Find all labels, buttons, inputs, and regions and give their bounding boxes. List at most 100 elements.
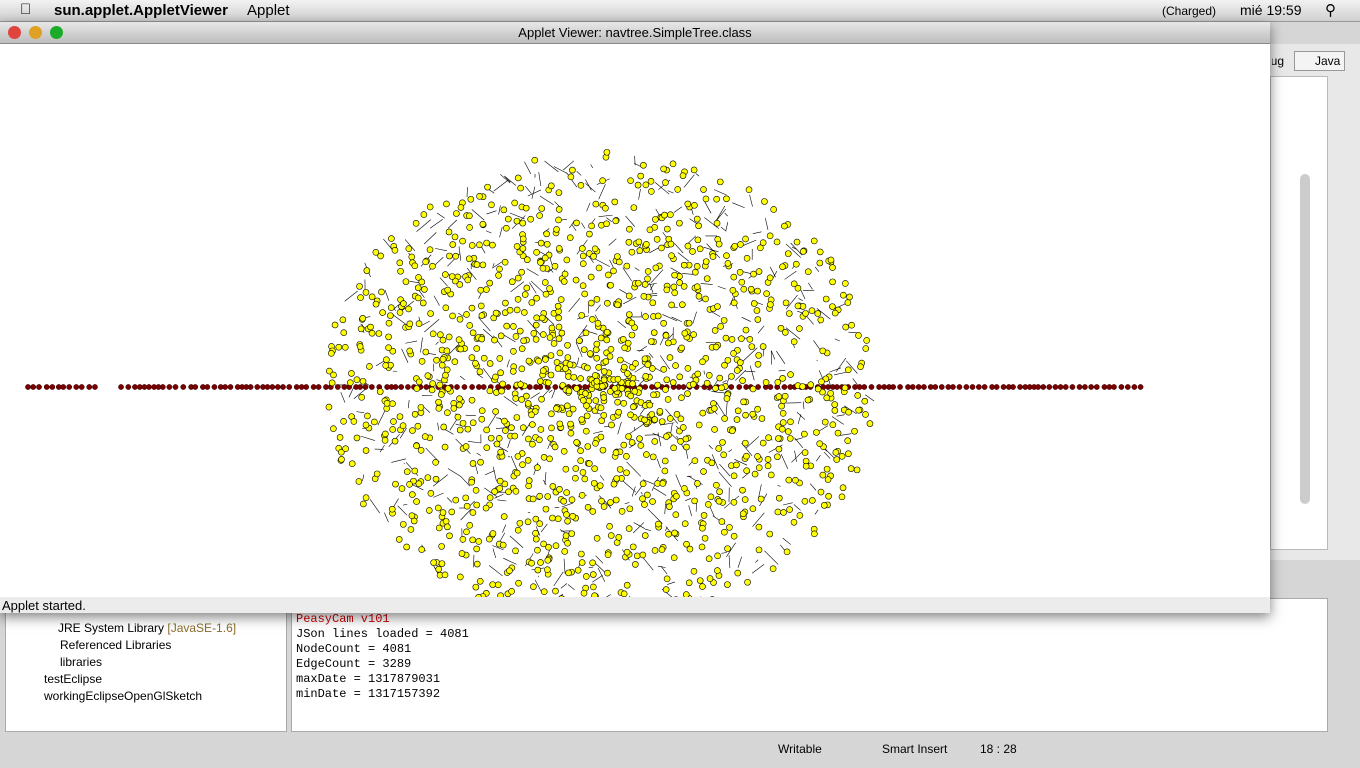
node <box>514 526 522 534</box>
node <box>572 276 580 284</box>
node <box>560 497 568 505</box>
node <box>591 372 599 379</box>
node <box>677 415 685 423</box>
node <box>578 492 586 499</box>
node <box>555 206 563 213</box>
node <box>604 299 611 307</box>
node <box>408 253 416 261</box>
node <box>560 278 568 285</box>
node <box>747 285 755 293</box>
edge <box>752 231 762 234</box>
clock[interactable]: mié 19:59 <box>1240 2 1302 18</box>
node <box>566 361 574 368</box>
node <box>327 350 335 357</box>
battery-status[interactable]: (Charged) <box>1162 4 1217 18</box>
perspective-debug[interactable]: bug <box>1264 54 1285 68</box>
zoom-button[interactable] <box>50 26 63 39</box>
app-menu[interactable]: sun.applet.AppletViewer <box>54 2 228 19</box>
node <box>473 560 481 568</box>
node <box>754 453 761 460</box>
spotlight[interactable]: ⚲ <box>1325 2 1336 19</box>
console-line: minDate = 1317157392 <box>296 687 441 701</box>
node <box>452 277 459 285</box>
edge <box>752 512 765 527</box>
node <box>607 499 614 506</box>
node <box>348 370 355 377</box>
node-red <box>398 384 405 390</box>
node-red <box>1046 384 1053 390</box>
edge <box>597 567 606 582</box>
node <box>510 348 517 355</box>
node <box>379 309 386 316</box>
node <box>353 434 361 442</box>
edge <box>664 503 666 515</box>
node <box>363 267 371 274</box>
node-red <box>680 384 687 390</box>
node <box>804 268 812 276</box>
node-red <box>552 384 559 390</box>
tree-item[interactable]: testEclipse <box>44 672 103 686</box>
node <box>781 392 789 400</box>
node <box>443 200 450 208</box>
node <box>666 415 674 422</box>
close-button[interactable] <box>8 26 21 39</box>
node <box>749 385 757 393</box>
node <box>714 567 721 574</box>
node-red <box>950 384 956 390</box>
tree-item[interactable]: workingEclipseOpenGlSketch <box>44 689 203 703</box>
node <box>612 217 620 225</box>
node <box>452 252 460 260</box>
node <box>476 241 483 249</box>
edge <box>677 252 690 262</box>
node <box>626 225 633 233</box>
node-red <box>166 384 173 390</box>
node <box>614 253 621 260</box>
node <box>840 291 847 299</box>
node <box>824 476 832 483</box>
edge <box>673 206 683 213</box>
node <box>822 295 830 303</box>
node <box>692 268 699 276</box>
node <box>554 302 562 310</box>
node <box>644 268 652 275</box>
applet-menu[interactable]: Applet <box>247 2 290 19</box>
node <box>502 299 509 307</box>
node <box>741 496 749 503</box>
node <box>714 552 721 560</box>
node <box>785 428 792 435</box>
node <box>385 344 392 352</box>
node <box>542 505 550 513</box>
node <box>607 346 615 353</box>
node <box>438 543 445 550</box>
node <box>746 336 754 343</box>
console-line: PeasyCam v101 <box>296 612 390 626</box>
edge <box>379 444 385 453</box>
perspective-java[interactable]: Java <box>1294 51 1346 71</box>
node <box>456 315 464 323</box>
apple-icon[interactable]:  <box>20 1 31 18</box>
edge <box>726 542 736 558</box>
tree-item[interactable]: JRE System Library [JavaSE-1.6] <box>58 621 236 635</box>
node <box>512 395 520 402</box>
tree-item[interactable]: Referenced Libraries <box>60 638 172 652</box>
minimize-button[interactable] <box>29 26 42 39</box>
node <box>662 332 670 339</box>
edge <box>605 594 611 597</box>
edge <box>865 394 875 402</box>
node <box>855 332 862 339</box>
edge <box>340 392 346 403</box>
node <box>667 240 675 248</box>
node <box>703 275 711 282</box>
edge <box>814 509 819 515</box>
edge <box>654 182 670 195</box>
node <box>328 379 336 387</box>
edge <box>561 502 573 508</box>
node <box>783 548 791 556</box>
node <box>399 521 407 528</box>
node <box>620 590 628 597</box>
node-red <box>49 384 56 390</box>
node <box>537 426 545 433</box>
edge <box>692 311 697 324</box>
node <box>364 412 371 420</box>
tree-item[interactable]: libraries <box>60 655 103 669</box>
